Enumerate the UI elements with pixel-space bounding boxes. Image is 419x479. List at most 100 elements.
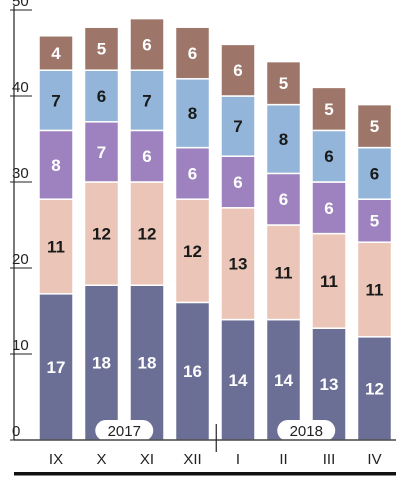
bar-segment: [265, 172, 302, 226]
bar-stack-i: 14 13 6 7 6: [220, 43, 256, 441]
bar-segment: [129, 129, 165, 183]
bar-stack-ix: 17 11 8 7 4: [38, 35, 74, 441]
bar-segment: [83, 26, 120, 71]
y-tick-label: 20: [12, 251, 29, 268]
segment-value-label: 6: [324, 147, 333, 166]
segment-value-label: 12: [92, 225, 111, 244]
segment-value-label: 6: [142, 35, 151, 54]
segment-value-label: 18: [92, 354, 111, 373]
segment-value-label: 6: [142, 147, 151, 166]
segment-value-label: 5: [279, 74, 288, 93]
bar-stack-iv: 12 11 5 6 5: [356, 103, 393, 441]
segment-value-label: 6: [188, 44, 197, 63]
segment-value-label: 11: [366, 281, 384, 300]
bar-stack-ii: 14 11 6 8 5: [265, 60, 302, 441]
bar-segment: [356, 336, 393, 441]
y-tick-label: 40: [12, 79, 29, 96]
bar-segment: [174, 198, 211, 304]
segment-value-label: 6: [188, 164, 197, 183]
bar-segment: [311, 129, 347, 183]
x-tick-label: II: [279, 451, 287, 468]
bar-stack-x: 18 12 7 6 5: [83, 26, 120, 441]
segment-value-label: 7: [142, 91, 151, 110]
segment-value-label: 5: [370, 117, 379, 136]
bar-segment: [174, 301, 211, 441]
x-tick-label: XI: [140, 451, 154, 468]
bar-segment: [174, 26, 211, 80]
bar-segment: [129, 17, 165, 71]
bar-segment: [129, 284, 165, 441]
bar-segment: [83, 181, 120, 286]
x-tick-label: IX: [49, 451, 63, 468]
segment-value-label: 14: [229, 371, 248, 390]
bar-segment: [174, 146, 211, 200]
y-tick-label: 50: [12, 0, 29, 10]
bar-segment: [265, 318, 302, 441]
y-tick-label: 30: [12, 165, 29, 182]
bar-segment: [83, 284, 120, 441]
segment-value-label: 5: [370, 212, 379, 231]
y-tick-label: 10: [12, 337, 29, 354]
bar-stack-xi: 18 12 6 7 6: [129, 17, 165, 441]
year-label: 2018: [290, 423, 323, 440]
bar-segment: [83, 69, 120, 123]
bar-segment: [265, 103, 302, 175]
segment-value-label: 16: [183, 362, 202, 381]
x-tick-label: I: [236, 451, 240, 468]
bar-segment: [129, 181, 165, 286]
segment-value-label: 12: [365, 379, 384, 398]
bar-segment: [38, 35, 74, 71]
segment-value-label: 8: [51, 156, 60, 175]
segment-value-label: 7: [97, 143, 106, 162]
x-tick-label: IV: [367, 451, 381, 468]
segment-value-label: 12: [138, 225, 157, 244]
segment-value-label: 5: [324, 100, 333, 119]
segment-value-label: 18: [138, 354, 157, 373]
segment-value-label: 7: [51, 91, 60, 110]
segment-value-label: 8: [279, 130, 288, 149]
segment-value-label: 11: [47, 238, 65, 257]
x-tick-label: X: [96, 451, 106, 468]
year-label-pill: [95, 420, 154, 441]
bottom-rule: [14, 472, 396, 476]
bar-segment: [265, 60, 302, 106]
segment-value-label: 14: [274, 371, 293, 390]
bar-segment: [311, 86, 347, 132]
bar-segment: [83, 121, 120, 183]
bar-segment: [220, 43, 256, 97]
bar-segment: [38, 69, 74, 132]
bar-segment: [174, 78, 211, 149]
bar-stack-xii: 16 12 6 8 6: [174, 26, 211, 441]
segment-value-label: 17: [47, 358, 66, 377]
bar-segment: [38, 293, 74, 441]
year-label: 2017: [108, 423, 141, 440]
segment-value-label: 11: [320, 272, 338, 291]
segment-value-label: 11: [275, 263, 293, 282]
segment-value-label: 6: [97, 87, 106, 106]
bars-layer: 17 11 8 7 4 18 12 7 6 5 18 12 6 7 6 16 12 6 8 6 14 13 6 7 6 14 11 6…: [38, 17, 393, 441]
segment-value-label: 5: [97, 40, 106, 59]
segment-value-label: 6: [324, 199, 333, 218]
bar-stack-iii: 13 11 6 6 5: [311, 86, 347, 441]
segment-value-label: 13: [229, 255, 248, 274]
bar-segment: [356, 198, 393, 243]
segment-value-label: 6: [370, 164, 379, 183]
bar-segment: [38, 198, 74, 295]
segment-value-label: 6: [233, 61, 242, 80]
segment-value-label: 13: [320, 375, 339, 394]
x-tick-label: III: [323, 451, 336, 468]
bar-segment: [356, 103, 393, 149]
x-tick-label: XII: [183, 451, 201, 468]
segment-value-label: 6: [279, 190, 288, 209]
year-label-pill: [277, 420, 336, 441]
bar-segment: [265, 224, 302, 321]
segment-value-label: 4: [51, 44, 61, 63]
segment-value-label: 7: [233, 117, 242, 136]
y-tick-label: 0: [12, 423, 20, 440]
segment-value-label: 6: [233, 173, 242, 192]
bar-segment: [220, 95, 256, 157]
segment-value-label: 8: [188, 104, 197, 123]
